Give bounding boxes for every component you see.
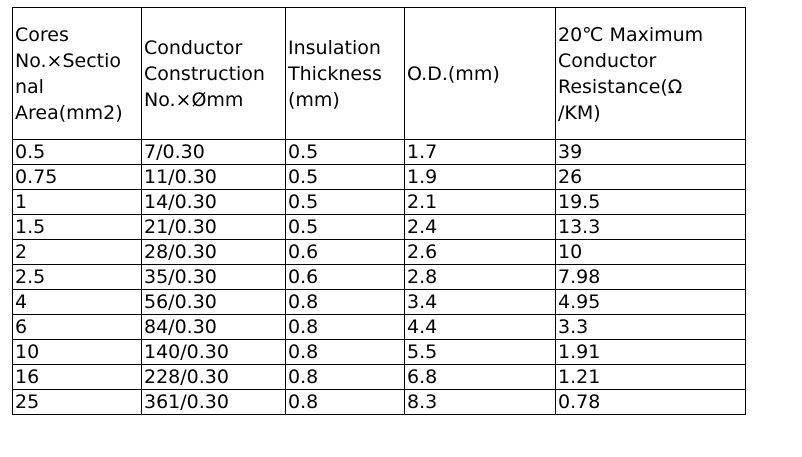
cell-sectional-area: 2 [12,239,142,265]
cell-conductor-construction: 361/0.30 [141,389,286,415]
cell-insulation-thickness: 0.8 [285,314,405,340]
table-body: 0.5 7/0.30 0.5 1.7 39 0.75 11/0.30 0.5 1.9 26 1 14/… [12,139,746,415]
table-row: 6 84/0.30 0.8 4.4 3.3 [12,314,746,340]
cell-insulation-thickness: 0.6 [285,239,405,265]
cell-sectional-area: 16 [12,364,142,390]
table-row: 1.5 21/0.30 0.5 2.4 13.3 [12,214,746,240]
cell-outer-diameter: 2.1 [404,189,556,215]
cell-conductor-construction: 35/0.30 [141,264,286,290]
cell-conductor-construction: 228/0.30 [141,364,286,390]
cell-outer-diameter: 6.8 [404,364,556,390]
cell-outer-diameter: 2.4 [404,214,556,240]
cell-outer-diameter: 3.4 [404,289,556,315]
cell-sectional-area: 0.5 [12,139,142,165]
cell-max-resistance: 7.98 [555,264,746,290]
header-cores-sectional-area: Cores No.×Sectio nal Area(mm2) [12,7,142,140]
cell-insulation-thickness: 0.5 [285,139,405,165]
cell-outer-diameter: 4.4 [404,314,556,340]
cell-conductor-construction: 28/0.30 [141,239,286,265]
cell-max-resistance: 10 [555,239,746,265]
cell-sectional-area: 1 [12,189,142,215]
table-row: 1 14/0.30 0.5 2.1 19.5 [12,189,746,215]
header-outer-diameter: O.D.(mm) [404,7,556,140]
header-insulation-thickness: Insulation Thickness (mm) [285,7,405,140]
cell-conductor-construction: 7/0.30 [141,139,286,165]
cable-spec-table: Cores No.×Sectio nal Area(mm2) Conductor… [12,7,746,415]
cell-outer-diameter: 5.5 [404,339,556,365]
cell-insulation-thickness: 0.5 [285,189,405,215]
cell-conductor-construction: 84/0.30 [141,314,286,340]
cell-max-resistance: 0.78 [555,389,746,415]
table-row: 0.5 7/0.30 0.5 1.7 39 [12,139,746,165]
cell-max-resistance: 13.3 [555,214,746,240]
cell-conductor-construction: 140/0.30 [141,339,286,365]
cell-outer-diameter: 8.3 [404,389,556,415]
table-row: 16 228/0.30 0.8 6.8 1.21 [12,364,746,390]
header-max-resistance: 20℃ Maximum Conductor Resistance(Ω /KM) [555,7,746,140]
cell-outer-diameter: 2.8 [404,264,556,290]
cell-max-resistance: 39 [555,139,746,165]
cell-insulation-thickness: 0.5 [285,214,405,240]
cell-outer-diameter: 1.7 [404,139,556,165]
cell-sectional-area: 2.5 [12,264,142,290]
cell-sectional-area: 6 [12,314,142,340]
cell-max-resistance: 3.3 [555,314,746,340]
cell-conductor-construction: 56/0.30 [141,289,286,315]
header-row: Cores No.×Sectio nal Area(mm2) Conductor… [12,7,746,140]
cell-sectional-area: 10 [12,339,142,365]
cell-insulation-thickness: 0.8 [285,364,405,390]
cell-outer-diameter: 1.9 [404,164,556,190]
table-row: 4 56/0.30 0.8 3.4 4.95 [12,289,746,315]
cell-insulation-thickness: 0.8 [285,339,405,365]
cell-sectional-area: 25 [12,389,142,415]
cell-sectional-area: 0.75 [12,164,142,190]
cell-conductor-construction: 14/0.30 [141,189,286,215]
table-header: Cores No.×Sectio nal Area(mm2) Conductor… [12,7,746,140]
cell-insulation-thickness: 0.8 [285,389,405,415]
table-row: 2.5 35/0.30 0.6 2.8 7.98 [12,264,746,290]
cell-insulation-thickness: 0.8 [285,289,405,315]
cell-max-resistance: 1.21 [555,364,746,390]
cell-max-resistance: 19.5 [555,189,746,215]
cell-max-resistance: 1.91 [555,339,746,365]
cell-insulation-thickness: 0.5 [285,164,405,190]
table-row: 0.75 11/0.30 0.5 1.9 26 [12,164,746,190]
cell-max-resistance: 4.95 [555,289,746,315]
cell-insulation-thickness: 0.6 [285,264,405,290]
cell-sectional-area: 4 [12,289,142,315]
cell-outer-diameter: 2.6 [404,239,556,265]
table-row: 25 361/0.30 0.8 8.3 0.78 [12,389,746,415]
table-row: 10 140/0.30 0.8 5.5 1.91 [12,339,746,365]
header-conductor-construction: Conductor Construction No.×Ømm [141,7,286,140]
cell-sectional-area: 1.5 [12,214,142,240]
cell-max-resistance: 26 [555,164,746,190]
table-row: 2 28/0.30 0.6 2.6 10 [12,239,746,265]
cell-conductor-construction: 11/0.30 [141,164,286,190]
cell-conductor-construction: 21/0.30 [141,214,286,240]
